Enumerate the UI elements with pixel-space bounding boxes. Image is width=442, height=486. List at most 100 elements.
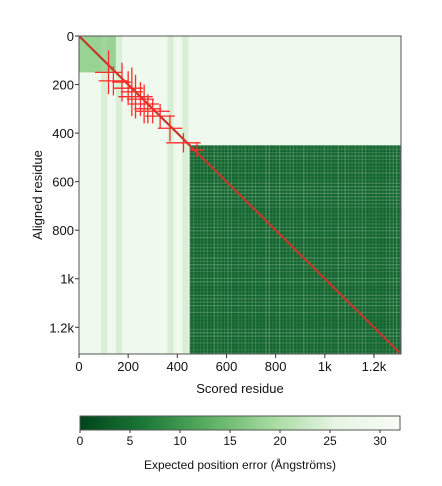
heatmap-streak <box>101 36 108 354</box>
heatmap-texture-col <box>296 145 298 354</box>
heatmap-texture-row <box>189 328 401 330</box>
heatmap-texture-col <box>306 145 308 354</box>
heatmap-texture-row <box>189 284 401 286</box>
heatmap-texture-row <box>189 148 401 150</box>
heatmap-texture-col <box>261 145 264 354</box>
heatmap-texture-col <box>382 145 384 354</box>
x-tick-label: 200 <box>117 359 139 374</box>
heatmap-texture-row <box>189 311 401 313</box>
heatmap-texture-col <box>299 145 301 354</box>
x-axis-ticks: 0 200 400 600 800 1k 1.2k <box>75 354 387 374</box>
heatmap-texture-row <box>189 318 401 320</box>
heatmap-texture-col <box>337 145 339 354</box>
x-tick-label: 1.2k <box>362 359 387 374</box>
heatmap-texture-col <box>254 145 257 354</box>
heatmap-texture-row <box>189 152 401 154</box>
heatmap-texture-row <box>189 253 401 256</box>
colorbar <box>79 415 401 431</box>
heatmap-texture-col <box>279 145 281 354</box>
heatmap-texture-col <box>313 145 315 354</box>
heatmap-texture-row <box>189 315 401 317</box>
y-tick-label: 800 <box>52 223 74 238</box>
heatmap-texture-col <box>396 145 398 354</box>
heatmap-texture-col <box>358 145 360 354</box>
heatmap-texture-row <box>189 301 401 303</box>
heatmap-texture-col <box>220 145 222 354</box>
heatmap-texture-row <box>189 274 401 276</box>
heatmap-texture-col <box>213 145 215 354</box>
heatmap-texture-row <box>189 281 401 283</box>
heatmap-texture-col <box>368 145 370 354</box>
heatmap-texture-row <box>189 349 401 351</box>
heatmap-texture-col <box>323 145 326 354</box>
heatmap-texture-row <box>189 247 401 249</box>
heatmap-texture-row <box>189 230 401 232</box>
colorbar-tick-label: 0 <box>77 434 84 448</box>
heatmap-texture-col <box>206 145 209 354</box>
heatmap-texture-row <box>189 206 401 208</box>
heatmap-texture-col <box>210 145 212 354</box>
heatmap-texture-col <box>371 145 374 354</box>
heatmap-texture-col <box>378 145 381 354</box>
heatmap-texture-col <box>351 145 353 354</box>
heatmap-texture-row <box>189 243 401 246</box>
y-tick-label: 0 <box>67 29 74 44</box>
heatmap-texture-row <box>189 287 401 290</box>
heatmap-texture-col <box>385 145 387 354</box>
heatmap-texture-row <box>189 186 401 188</box>
heatmap-texture-col <box>316 145 319 354</box>
heatmap-texture-col <box>289 145 291 354</box>
heatmap-texture-col <box>230 145 233 354</box>
heatmap-texture-col <box>320 145 322 354</box>
heatmap-texture-col <box>196 145 198 354</box>
heatmap-texture-col <box>389 145 391 354</box>
heatmap-texture-row <box>189 270 401 273</box>
heatmap-texture-row <box>189 199 401 201</box>
heatmap-texture-col <box>244 145 246 354</box>
heatmap-texture-row <box>189 165 401 167</box>
heatmap-texture-row <box>189 175 401 178</box>
heatmap-texture-col <box>361 145 363 354</box>
colorbar-tick-label: 30 <box>373 434 387 448</box>
heatmap-texture-row <box>189 338 401 341</box>
heatmap-texture-col <box>241 145 243 354</box>
y-tick-label: 1.2k <box>49 320 74 335</box>
heatmap-texture-row <box>189 304 401 307</box>
colorbar-label: Expected position error (Ångströms) <box>144 457 336 472</box>
heatmap-texture-col <box>251 145 253 354</box>
heatmap-texture-row <box>189 264 401 266</box>
heatmap-texture-row <box>189 162 401 164</box>
heatmap-texture-col <box>365 145 367 354</box>
heatmap-texture-col <box>310 145 312 354</box>
heatmap-texture-col <box>227 145 229 354</box>
heatmap-texture-row <box>189 220 401 222</box>
heatmap-texture-col <box>234 145 236 354</box>
heatmap-texture-row <box>189 196 401 198</box>
heatmap-texture-col <box>272 145 274 354</box>
y-tick-label: 1k <box>60 272 74 287</box>
heatmap-texture-col <box>375 145 377 354</box>
error-crosses <box>94 50 205 158</box>
heatmap-streak <box>115 36 123 354</box>
heatmap-texture-col <box>265 145 267 354</box>
heatmap-texture-col <box>217 145 219 354</box>
heatmap-streak <box>182 36 189 354</box>
heatmap-texture-row <box>189 145 401 147</box>
heatmap-texture-col <box>189 145 191 354</box>
heatmap-texture-row <box>189 294 401 296</box>
heatmap-texture-row <box>189 298 401 300</box>
heatmap-texture-col <box>237 145 240 354</box>
heatmap-texture-row <box>189 209 401 212</box>
plot-frame <box>78 35 402 355</box>
heatmap-texture-row <box>189 308 401 310</box>
heatmap-texture-row <box>189 233 401 235</box>
heatmap-texture-col <box>224 145 226 354</box>
heatmap-texture-col <box>344 145 346 354</box>
heatmap-texture-col <box>334 145 336 354</box>
x-tick-label: 0 <box>75 359 82 374</box>
heatmap-texture-col <box>193 145 195 354</box>
heatmap-texture-row <box>189 213 401 215</box>
heatmap-texture-row <box>189 169 401 171</box>
colorbar-tick-label: 10 <box>173 434 187 448</box>
